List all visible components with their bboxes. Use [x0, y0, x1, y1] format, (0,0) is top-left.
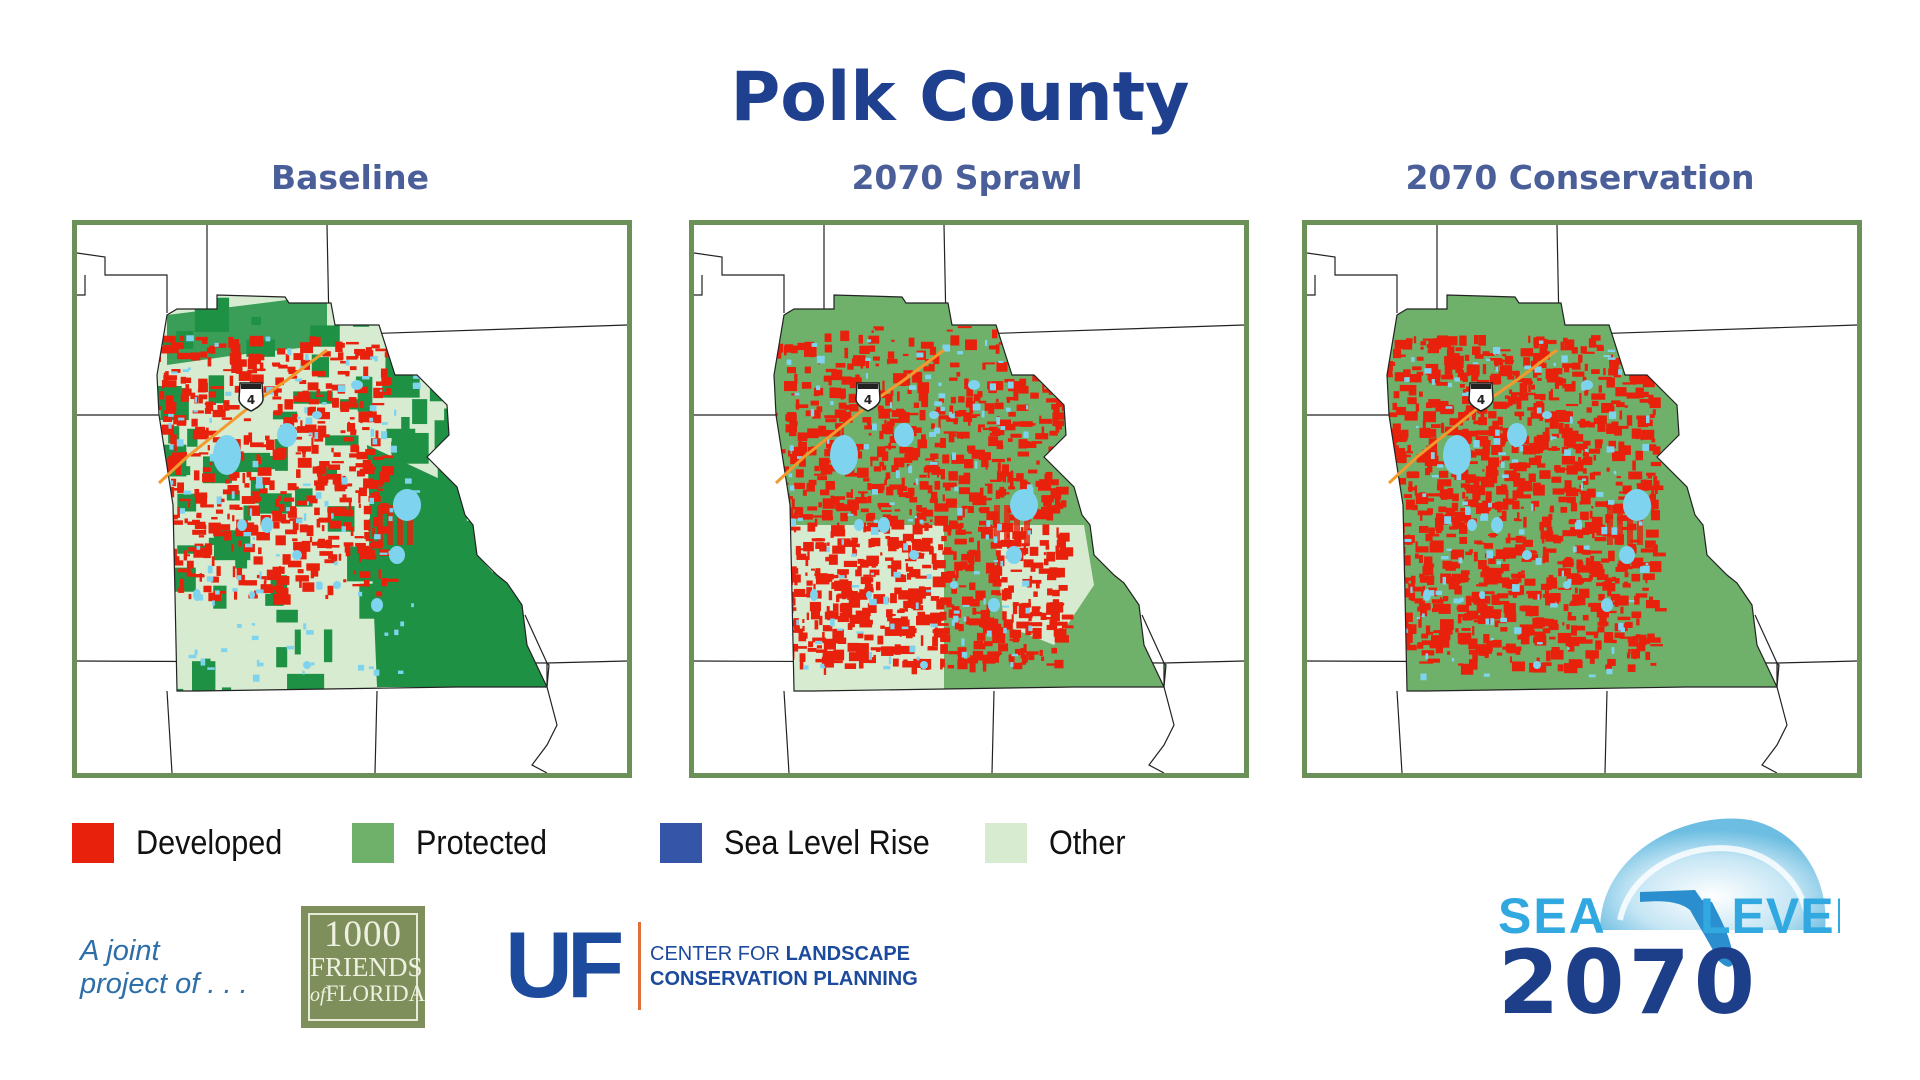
- panel-label-sprawl: 2070 Sprawl: [851, 158, 1083, 197]
- county-boundary-line: [1396, 690, 1403, 773]
- interstate-shield-icon: 4: [238, 382, 264, 412]
- map-2070-sprawl: 4: [689, 220, 1249, 778]
- county-boundary-line: [166, 690, 173, 773]
- legend-item-other: Other: [985, 823, 1134, 863]
- county-boundary-line: [694, 252, 785, 313]
- legend-item-developed: Developed: [72, 823, 299, 863]
- county-boundary-line: [783, 690, 790, 773]
- sea-level-2070-logo: SEA LEVEL 2070: [1490, 810, 1865, 1034]
- legend-label-sea-level-rise: Sea Level Rise: [724, 823, 930, 862]
- county-boundary-line: [374, 690, 378, 773]
- county-boundary-line: [1776, 660, 1857, 664]
- county-boundary-line: [1307, 252, 1398, 313]
- interstate-shield-number: 4: [247, 393, 255, 407]
- logo-sea-text: SEA: [1498, 888, 1607, 944]
- interstate-shield-number: 4: [864, 393, 872, 407]
- logo-year-text: 2070: [1498, 931, 1759, 1020]
- legend-label-developed: Developed: [136, 823, 283, 862]
- legend-label-protected: Protected: [416, 823, 547, 862]
- interstate-shield-icon: 4: [1468, 382, 1494, 412]
- legend-item-protected: Protected: [352, 823, 562, 863]
- friends-of-florida-logo: 1000 FRIENDS ofFLORIDA: [301, 906, 425, 1028]
- county-boundary-line: [991, 690, 995, 773]
- panel-label-baseline: Baseline: [271, 158, 429, 197]
- county-boundary-line: [546, 660, 627, 664]
- county-boundary-line: [1761, 686, 1788, 773]
- interstate-4-line: [774, 348, 945, 485]
- friends-logo-number: 1000: [324, 914, 402, 955]
- joint-line-2: project of . . .: [80, 968, 248, 1000]
- legend-swatch-protected: [352, 823, 394, 863]
- interstate-shield-icon: 4: [855, 382, 881, 412]
- legend-swatch-developed: [72, 823, 114, 863]
- joint-line-1: A joint: [80, 935, 160, 967]
- panel-label-conservation: 2070 Conservation: [1405, 158, 1755, 197]
- county-boundary-line: [1163, 660, 1244, 664]
- polk-county-outline: [156, 294, 550, 692]
- map-2070-conservation: 4: [1302, 220, 1862, 778]
- friends-logo-word: FRIENDS: [310, 952, 423, 982]
- uf-divider: [638, 922, 641, 1010]
- interstate-4-line: [157, 348, 328, 485]
- uf-logo: UF: [505, 912, 624, 1017]
- map-baseline: 4: [72, 220, 632, 778]
- florida-shape-icon: [1640, 890, 1734, 967]
- joint-project-text: A joint project of . . .: [80, 935, 248, 1001]
- polk-county-outline: [773, 294, 1167, 692]
- county-boundary-line: [1148, 686, 1175, 773]
- county-boundary-line: [77, 275, 86, 296]
- county-boundary-line: [531, 686, 558, 773]
- legend-label-other: Other: [1049, 823, 1126, 862]
- interstate-4-line: [1387, 348, 1558, 485]
- legend-item-sea-level-rise: Sea Level Rise: [660, 823, 953, 863]
- polk-county-outline: [1386, 294, 1780, 692]
- logo-level-text: LEVEL: [1700, 888, 1840, 944]
- legend-swatch-sea-level-rise: [660, 823, 702, 863]
- friends-logo-florida: ofFLORIDA: [310, 981, 426, 1006]
- page-title: Polk County: [730, 58, 1190, 137]
- county-boundary-line: [77, 252, 168, 313]
- county-boundary-line: [1604, 690, 1608, 773]
- legend-swatch-other: [985, 823, 1027, 863]
- clcp-text: CENTER FOR LANDSCAPE CONSERVATION PLANNI…: [650, 943, 918, 990]
- interstate-shield-number: 4: [1477, 393, 1485, 407]
- county-boundary-line: [694, 275, 703, 296]
- county-boundary-line: [1307, 275, 1316, 296]
